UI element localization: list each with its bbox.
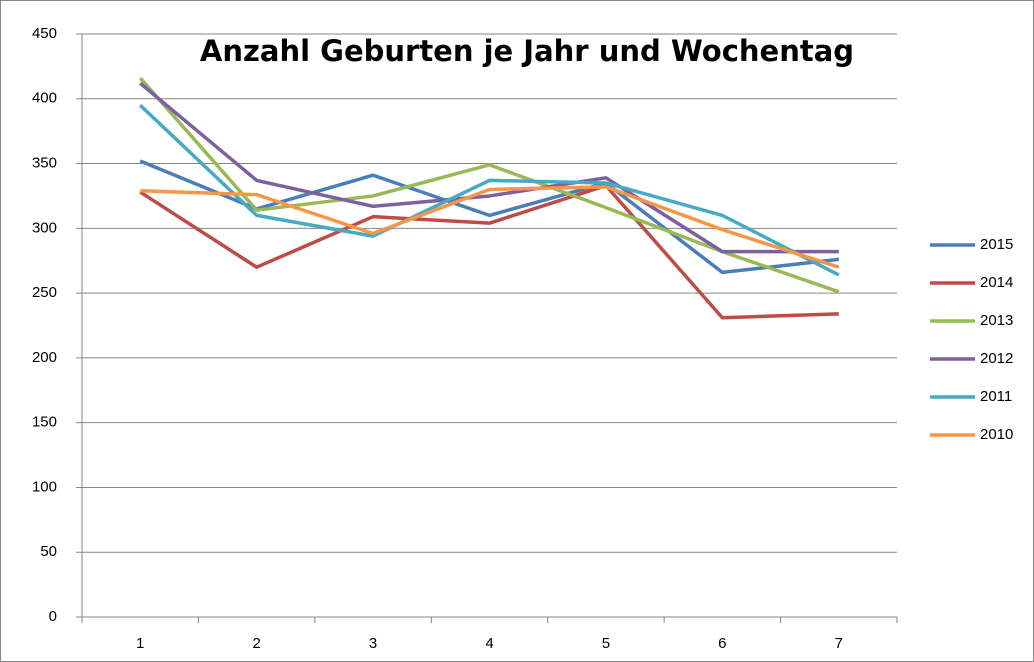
legend-label: 2014	[980, 274, 1013, 291]
chart-title: Anzahl Geburten je Jahr und Wochentag	[200, 34, 854, 68]
y-tick-label: 350	[32, 155, 57, 172]
legend-label: 2015	[980, 236, 1013, 253]
x-tick-label: 6	[718, 635, 726, 652]
legend-label: 2011	[980, 388, 1012, 405]
series-line	[140, 185, 840, 269]
y-tick-label: 400	[32, 90, 57, 107]
x-tick-label: 1	[136, 635, 144, 652]
series-line	[139, 81, 839, 254]
y-tick-label: 50	[40, 543, 57, 560]
legend-label: 2012	[980, 350, 1013, 367]
y-tick-label: 250	[32, 284, 57, 301]
legend-label: 2013	[980, 312, 1013, 329]
y-tick-label: 200	[32, 349, 57, 366]
x-tick-label: 4	[485, 635, 493, 652]
x-tick-label: 3	[369, 635, 377, 652]
x-tick-label: 2	[252, 635, 260, 652]
y-tick-label: 100	[32, 478, 57, 495]
series-line	[139, 183, 839, 320]
x-tick-label: 7	[835, 635, 843, 652]
y-tick-label: 0	[49, 608, 57, 625]
series-line	[139, 103, 840, 277]
legend-label: 2010	[980, 426, 1013, 443]
y-tick-label: 450	[32, 25, 57, 42]
y-tick-label: 300	[32, 219, 57, 236]
x-tick-label: 5	[602, 635, 610, 652]
y-tick-label: 150	[32, 414, 57, 431]
